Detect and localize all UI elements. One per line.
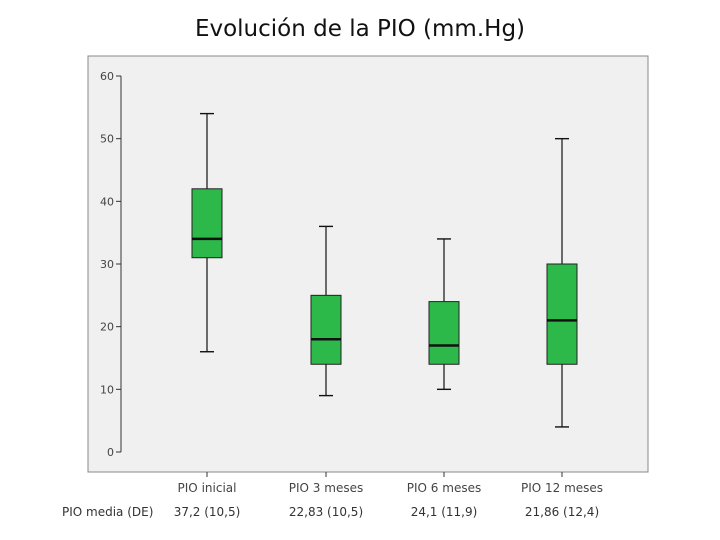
y-tick-label: 60 <box>100 70 114 83</box>
footer-value-pio-12-meses: 21,86 (12,4) <box>524 505 600 519</box>
box-4 <box>546 137 578 428</box>
y-axis-ticks: 0 10 20 30 40 50 60 <box>100 70 121 459</box>
iqr-box <box>546 263 578 365</box>
footer-value-pio-6-meses: 24,1 (11,9) <box>410 505 478 519</box>
x-axis-ticks: PIO inicial PIO 3 meses PIO 6 meses PIO 12 … <box>178 472 603 495</box>
y-tick-label: 40 <box>100 195 114 208</box>
y-tick-label: 20 <box>100 321 114 334</box>
x-tick-label: PIO 6 meses <box>407 481 481 495</box>
footer-value-pio-inicial: 37,2 (10,5) <box>173 505 241 519</box>
footer-value-pio-3-meses: 22,83 (10,5) <box>288 505 364 519</box>
footer-label: PIO media (DE) <box>62 505 154 519</box>
y-tick-label: 30 <box>100 258 114 271</box>
iqr-box <box>428 301 460 365</box>
box-3 <box>428 238 460 391</box>
box-2 <box>310 225 342 397</box>
x-tick-label: PIO inicial <box>178 481 237 495</box>
box-1 <box>191 112 223 353</box>
x-tick-label: PIO 12 meses <box>521 481 603 495</box>
iqr-box <box>191 188 223 259</box>
x-tick-label: PIO 3 meses <box>289 481 363 495</box>
y-tick-label: 10 <box>100 383 114 396</box>
iqr-box <box>310 294 342 365</box>
boxes-group <box>191 112 578 428</box>
chart-title: Evolución de la PIO (mm.Hg) <box>194 16 526 42</box>
y-tick-label: 0 <box>107 446 114 459</box>
y-tick-label: 50 <box>100 133 114 146</box>
